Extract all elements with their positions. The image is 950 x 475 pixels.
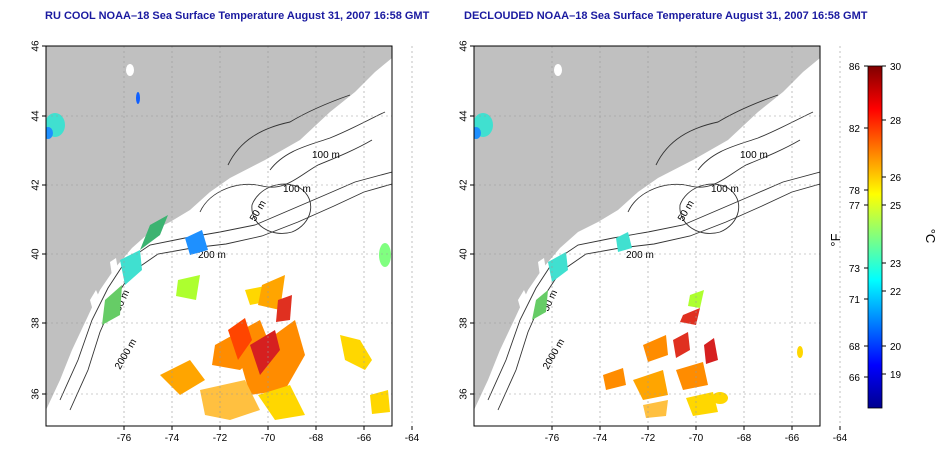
lon-tick-label: -66 [785, 433, 800, 444]
lon-tick-label: -68 [309, 433, 324, 444]
lat-tick-label: 46 [31, 40, 42, 52]
colorbar-f-tick: 71 [849, 295, 861, 306]
land-mass [474, 46, 820, 410]
map-frame [45, 45, 393, 427]
colorbar-unit-f: °F [828, 233, 843, 246]
map-axes: -76 -74 -72 -70 -68 -66 -64 36 38 40 42 44 46 [31, 40, 420, 444]
coastal-inlets [90, 64, 134, 318]
contour-label: 100 m [711, 184, 739, 195]
map-title-declouded: DECLOUDED NOAA–18 Sea Surface Temperatur… [464, 10, 868, 22]
sst-map-declouded: 100 m 100 m 50 m 200 m 50 m 2000 m [459, 40, 848, 444]
lon-tick-label: -68 [737, 433, 752, 444]
land-mass [46, 46, 392, 410]
graticule [46, 45, 413, 426]
colorbar-f-tick: 86 [849, 62, 861, 73]
lat-tick-label: 38 [459, 317, 470, 329]
colorbar-ramp [867, 65, 883, 409]
lon-tick-label: -70 [261, 433, 276, 444]
lat-tick-label: 46 [459, 40, 470, 52]
colorbar-c-tick: 30 [890, 62, 902, 73]
lon-tick-label: -76 [545, 433, 560, 444]
contour-label: 100 m [312, 150, 340, 161]
map-title-raw: RU COOL NOAA–18 Sea Surface Temperature … [45, 10, 430, 22]
colorbar-f-tick: 82 [849, 124, 861, 135]
colorbar-c-tick: 23 [890, 259, 902, 270]
temperature-patches [46, 92, 391, 420]
lat-tick-label: 36 [459, 388, 470, 400]
colorbar-c-tick: 26 [890, 173, 902, 184]
contour-label: 200 m [198, 250, 226, 261]
graticule [474, 45, 841, 426]
lon-tick-label: -66 [357, 433, 372, 444]
lat-tick-label: 40 [31, 248, 42, 260]
contour-label: 200 m [626, 250, 654, 261]
sst-map-raw: 100 m 100 m 50 m 200 m 50 m 2000 m [31, 40, 420, 444]
colorbar-f-tick: 73 [849, 264, 861, 275]
lon-tick-label: -70 [689, 433, 704, 444]
lon-tick-label: -74 [593, 433, 608, 444]
coastal-inlets [518, 64, 562, 318]
lon-tick-label: -76 [117, 433, 132, 444]
colorbar-c-tick: 20 [890, 342, 902, 353]
lat-tick-label: 44 [31, 110, 42, 122]
colorbar-f-tick: 68 [849, 342, 861, 353]
colorbar-f-tick: 77 [849, 201, 861, 212]
colorbar-c-tick: 28 [890, 116, 902, 127]
temperature-patches [474, 113, 803, 418]
colorbar-c-tick: 19 [890, 370, 902, 381]
lat-tick-label: 40 [459, 248, 470, 260]
lat-tick-label: 42 [31, 179, 42, 191]
contour-label: 100 m [283, 184, 311, 195]
colorbar-c-tick: 25 [890, 201, 902, 212]
lat-tick-label: 36 [31, 388, 42, 400]
lat-tick-label: 44 [459, 110, 470, 122]
lon-tick-label: -72 [213, 433, 228, 444]
colorbar-unit-c: °C [923, 229, 938, 244]
lon-tick-label: -72 [641, 433, 656, 444]
colorbar-f-tick: 78 [849, 186, 861, 197]
map-axes: -76 -74 -72 -70 -68 -66 -64 36 38 40 42 44 46 [459, 40, 848, 444]
lon-tick-label: -64 [833, 433, 848, 444]
lon-tick-label: -74 [165, 433, 180, 444]
lat-tick-label: 38 [31, 317, 42, 329]
temperature-colorbar: 86 82 78 77 73 71 68 66 30 28 26 25 23 22 20 19 °F °C [828, 62, 938, 409]
map-frame [473, 45, 821, 427]
contour-label: 100 m [740, 150, 768, 161]
lat-tick-label: 42 [459, 179, 470, 191]
colorbar-f-tick: 66 [849, 373, 861, 384]
lon-tick-label: -64 [405, 433, 420, 444]
colorbar-c-tick: 22 [890, 287, 902, 298]
